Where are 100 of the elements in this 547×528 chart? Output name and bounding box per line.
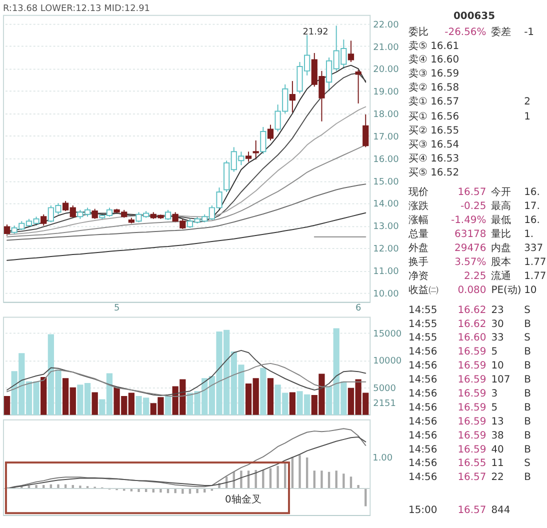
text: 16.62 xyxy=(458,304,486,316)
y-tick-label: 12.00 xyxy=(373,244,400,255)
text: 5 xyxy=(491,402,498,414)
text: 16.57 xyxy=(458,505,486,516)
y-tick-label: 20.00 xyxy=(373,65,400,76)
text: 14:56 xyxy=(408,416,438,428)
text: 33 xyxy=(491,332,504,344)
text: 5 xyxy=(491,346,498,358)
text: B xyxy=(524,416,531,428)
text: 16.57 xyxy=(458,187,486,198)
text: PE(动) xyxy=(491,284,522,296)
text: B xyxy=(524,472,531,484)
chart-title: R:13.68 LOWER:12.13 MID:12.91 xyxy=(2,4,150,14)
text: 今开 xyxy=(491,187,512,198)
annotation: 0轴金叉 xyxy=(224,494,262,506)
text: 30 xyxy=(491,318,504,330)
text: 14:55 xyxy=(408,332,438,344)
text: 0.080 xyxy=(458,284,486,296)
text: B xyxy=(524,402,531,414)
text: 16.59 xyxy=(458,416,486,428)
text: 844 xyxy=(491,505,510,516)
y-tick-label: 22.00 xyxy=(373,20,400,30)
text: 2.25 xyxy=(464,270,486,282)
text: 14:55 xyxy=(408,318,438,330)
text: 委比 xyxy=(408,26,429,38)
text: 14:56 xyxy=(408,346,438,358)
y-tick-label: 17.00 xyxy=(373,132,400,142)
text: 总量 xyxy=(408,229,429,240)
text: S xyxy=(524,458,530,470)
text: 委差 xyxy=(491,26,512,38)
text: B xyxy=(524,318,531,330)
y-tick-label: 15.00 xyxy=(373,177,400,188)
text: -26.56% xyxy=(444,26,486,38)
text: 最高 xyxy=(491,201,512,212)
text: 107 xyxy=(491,374,510,386)
text: 卖④ 16.60 xyxy=(408,54,460,66)
text: 16.59 xyxy=(458,388,486,400)
text: B xyxy=(524,360,531,372)
text: 买③ 16.54 xyxy=(408,139,460,150)
text: 16.55 xyxy=(458,458,486,470)
y-tick-label: 15000 xyxy=(373,330,402,340)
text: 2 xyxy=(524,96,530,108)
text: 14:56 xyxy=(408,472,438,484)
text: 1.77 xyxy=(524,256,546,268)
text: 14:56 xyxy=(408,402,438,414)
y-tick-label: 2151 xyxy=(373,399,396,410)
text: 40 xyxy=(491,444,504,456)
text: 买② 16.55 xyxy=(408,125,460,136)
text: B xyxy=(524,430,531,442)
text: 买① 16.56 xyxy=(408,112,460,123)
text: S xyxy=(524,332,530,344)
text: 涨跌 xyxy=(408,201,429,212)
text: 16.62 xyxy=(458,318,486,330)
text: 16.59 xyxy=(458,346,486,358)
y-tick-label: 5000 xyxy=(373,384,396,394)
text: 买⑤ 16.52 xyxy=(408,167,460,178)
text: B xyxy=(524,374,531,386)
text: 卖② 16.58 xyxy=(408,82,460,94)
y-tick-label: 10.00 xyxy=(373,289,400,300)
text: 29476 xyxy=(454,243,486,254)
text: 16. xyxy=(524,215,540,226)
text: 卖⑤ 16.61 xyxy=(408,40,460,52)
text: 卖③ 16.59 xyxy=(408,68,460,80)
text: 收益㈡ xyxy=(408,284,439,296)
y-tick-label: 13.00 xyxy=(373,222,400,232)
text: 15:00 xyxy=(408,505,438,516)
text: B xyxy=(524,444,531,456)
text: 14:56 xyxy=(408,374,438,386)
y-tick-label: 11.00 xyxy=(373,266,400,277)
text: 现价 xyxy=(408,187,429,198)
text: 内盘 xyxy=(491,243,512,254)
text: 16.60 xyxy=(458,332,486,344)
y-tick-label: 21.00 xyxy=(373,42,400,53)
text: 337 xyxy=(524,243,544,254)
text: 14:56 xyxy=(408,430,438,442)
text: -1.49% xyxy=(451,215,486,226)
y-tick-label: 14.00 xyxy=(373,200,400,210)
text: 3.57% xyxy=(454,256,486,268)
text: 1. xyxy=(524,229,534,240)
text: 11 xyxy=(491,458,504,470)
text: 16.59 xyxy=(458,444,486,456)
text: 14:56 xyxy=(408,360,438,372)
text: 涨幅 xyxy=(408,215,429,226)
text: 23 xyxy=(491,304,504,316)
text: 38 xyxy=(491,430,504,442)
text: -0.25 xyxy=(460,201,486,212)
text: 1.77 xyxy=(524,270,546,282)
text: 1.00 xyxy=(372,454,393,464)
text: 买④ 16.53 xyxy=(408,153,460,164)
text: 3 xyxy=(491,388,498,400)
text: 16.59 xyxy=(458,360,486,372)
text: 16. xyxy=(524,187,540,198)
text: 000635 xyxy=(453,10,496,22)
text: 63178 xyxy=(454,229,486,240)
text: 最低 xyxy=(491,215,512,226)
y-tick-label: 10000 xyxy=(373,356,402,367)
text: 10 xyxy=(491,360,504,372)
text: 1 xyxy=(524,112,530,123)
text: 14:55 xyxy=(408,304,438,316)
text: 净资 xyxy=(408,270,429,282)
